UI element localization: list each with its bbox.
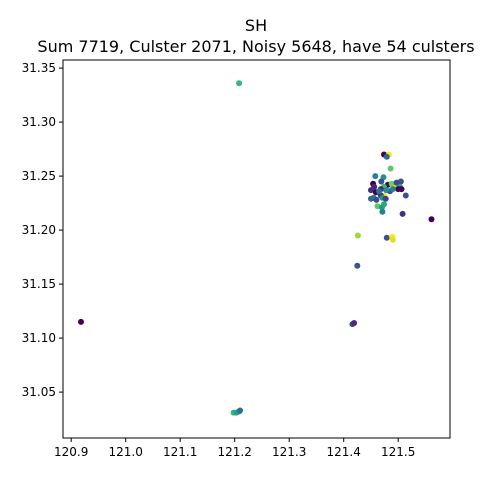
x-tick-label: 121.4 bbox=[327, 445, 361, 459]
data-point bbox=[368, 195, 374, 202]
data-point bbox=[389, 186, 396, 193]
data-point bbox=[379, 208, 386, 215]
data-point bbox=[373, 196, 380, 203]
data-point bbox=[354, 262, 361, 269]
data-point bbox=[383, 234, 390, 241]
x-tick-label: 121.1 bbox=[163, 445, 197, 459]
y-tick-label: 31.20 bbox=[22, 223, 56, 237]
data-point bbox=[378, 178, 385, 185]
data-point bbox=[398, 186, 405, 193]
data-point bbox=[372, 173, 379, 180]
y-tick-label: 31.35 bbox=[22, 61, 56, 75]
data-point bbox=[428, 216, 435, 223]
data-point bbox=[383, 153, 390, 160]
data-point bbox=[381, 201, 387, 208]
x-tick-label: 121.3 bbox=[272, 445, 306, 459]
data-point bbox=[236, 80, 243, 87]
chart-subtitle: Sum 7719, Culster 2071, Noisy 5648, have… bbox=[37, 37, 474, 56]
chart-title: SH bbox=[245, 16, 267, 35]
data-point bbox=[78, 318, 84, 325]
y-tick-label: 31.25 bbox=[22, 169, 56, 183]
y-tick-label: 31.05 bbox=[22, 385, 56, 399]
x-tick-label: 121.2 bbox=[218, 445, 252, 459]
y-tick-label: 31.30 bbox=[22, 115, 56, 129]
data-point bbox=[383, 187, 390, 194]
x-tick-label: 121.0 bbox=[109, 445, 143, 459]
data-point bbox=[399, 210, 406, 217]
data-point bbox=[402, 192, 409, 199]
data-point bbox=[237, 407, 244, 414]
data-point bbox=[351, 320, 358, 326]
data-point bbox=[393, 179, 400, 186]
plot-frame bbox=[62, 59, 451, 439]
data-point bbox=[387, 165, 394, 172]
data-point bbox=[368, 187, 374, 194]
points-layer bbox=[78, 80, 435, 416]
y-tick-label: 31.15 bbox=[22, 277, 56, 291]
data-point bbox=[389, 236, 396, 243]
data-point bbox=[382, 195, 389, 202]
data-point bbox=[354, 232, 361, 239]
data-point bbox=[376, 188, 383, 195]
y-tick-label: 31.10 bbox=[22, 331, 56, 345]
x-tick-label: 120.9 bbox=[54, 445, 88, 459]
x-tick-label: 121.5 bbox=[381, 445, 415, 459]
ticks-layer: 120.9 121.0 121.1 121.2 121.3 121.4 121.5 31.05… bbox=[22, 61, 416, 459]
